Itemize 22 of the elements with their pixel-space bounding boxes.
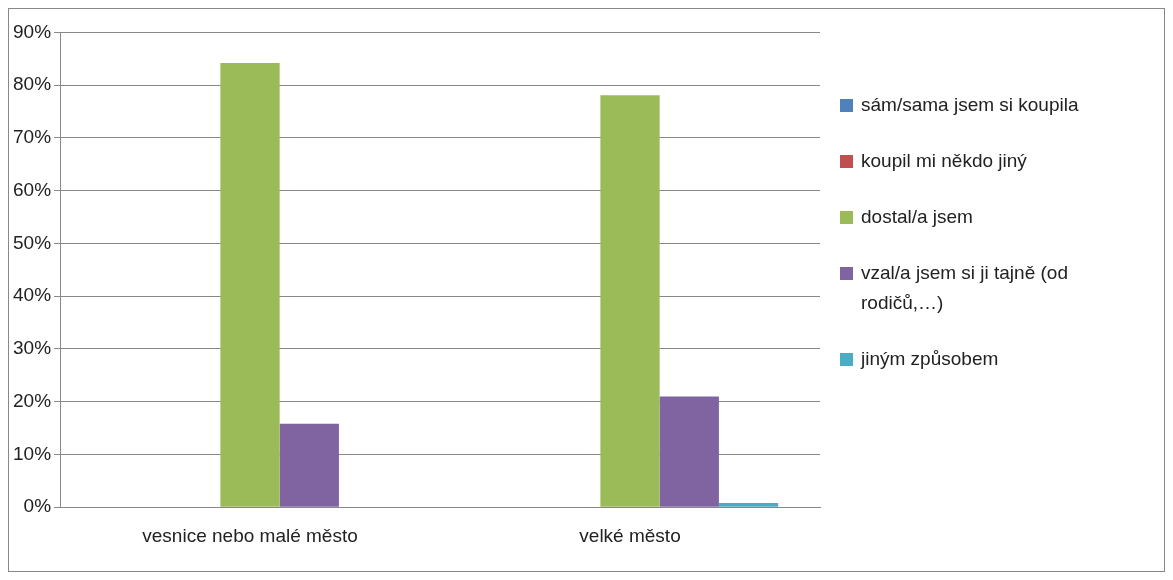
y-tick-label: 90% xyxy=(13,20,52,42)
bar xyxy=(220,63,280,507)
y-tick-label: 70% xyxy=(13,126,52,148)
bar xyxy=(659,396,719,507)
legend-label: jiným způsobem xyxy=(861,347,999,371)
bar xyxy=(600,95,660,507)
x-tick-label: velké město xyxy=(579,524,681,546)
bar xyxy=(279,423,339,507)
y-tick-label: 80% xyxy=(13,73,52,95)
legend-label: sám/sama jsem si koupila xyxy=(861,93,1079,117)
x-tick-label: vesnice nebo malé město xyxy=(142,524,358,546)
y-tick-label: 0% xyxy=(23,495,52,517)
legend-label: koupil mi někdo jiný xyxy=(861,149,1027,173)
y-tick-label: 30% xyxy=(13,337,52,359)
y-tick-label: 60% xyxy=(13,178,52,200)
legend-label: dostal/a jsem xyxy=(861,205,973,229)
bar xyxy=(718,502,779,507)
y-tick-label: 20% xyxy=(13,389,52,411)
legend-label: vzal/a jsem si ji tajně (od rodičů,…) xyxy=(861,261,1069,315)
y-tick-label: 40% xyxy=(13,284,52,306)
y-tick-label: 50% xyxy=(13,231,52,253)
y-tick-label: 10% xyxy=(13,442,52,464)
